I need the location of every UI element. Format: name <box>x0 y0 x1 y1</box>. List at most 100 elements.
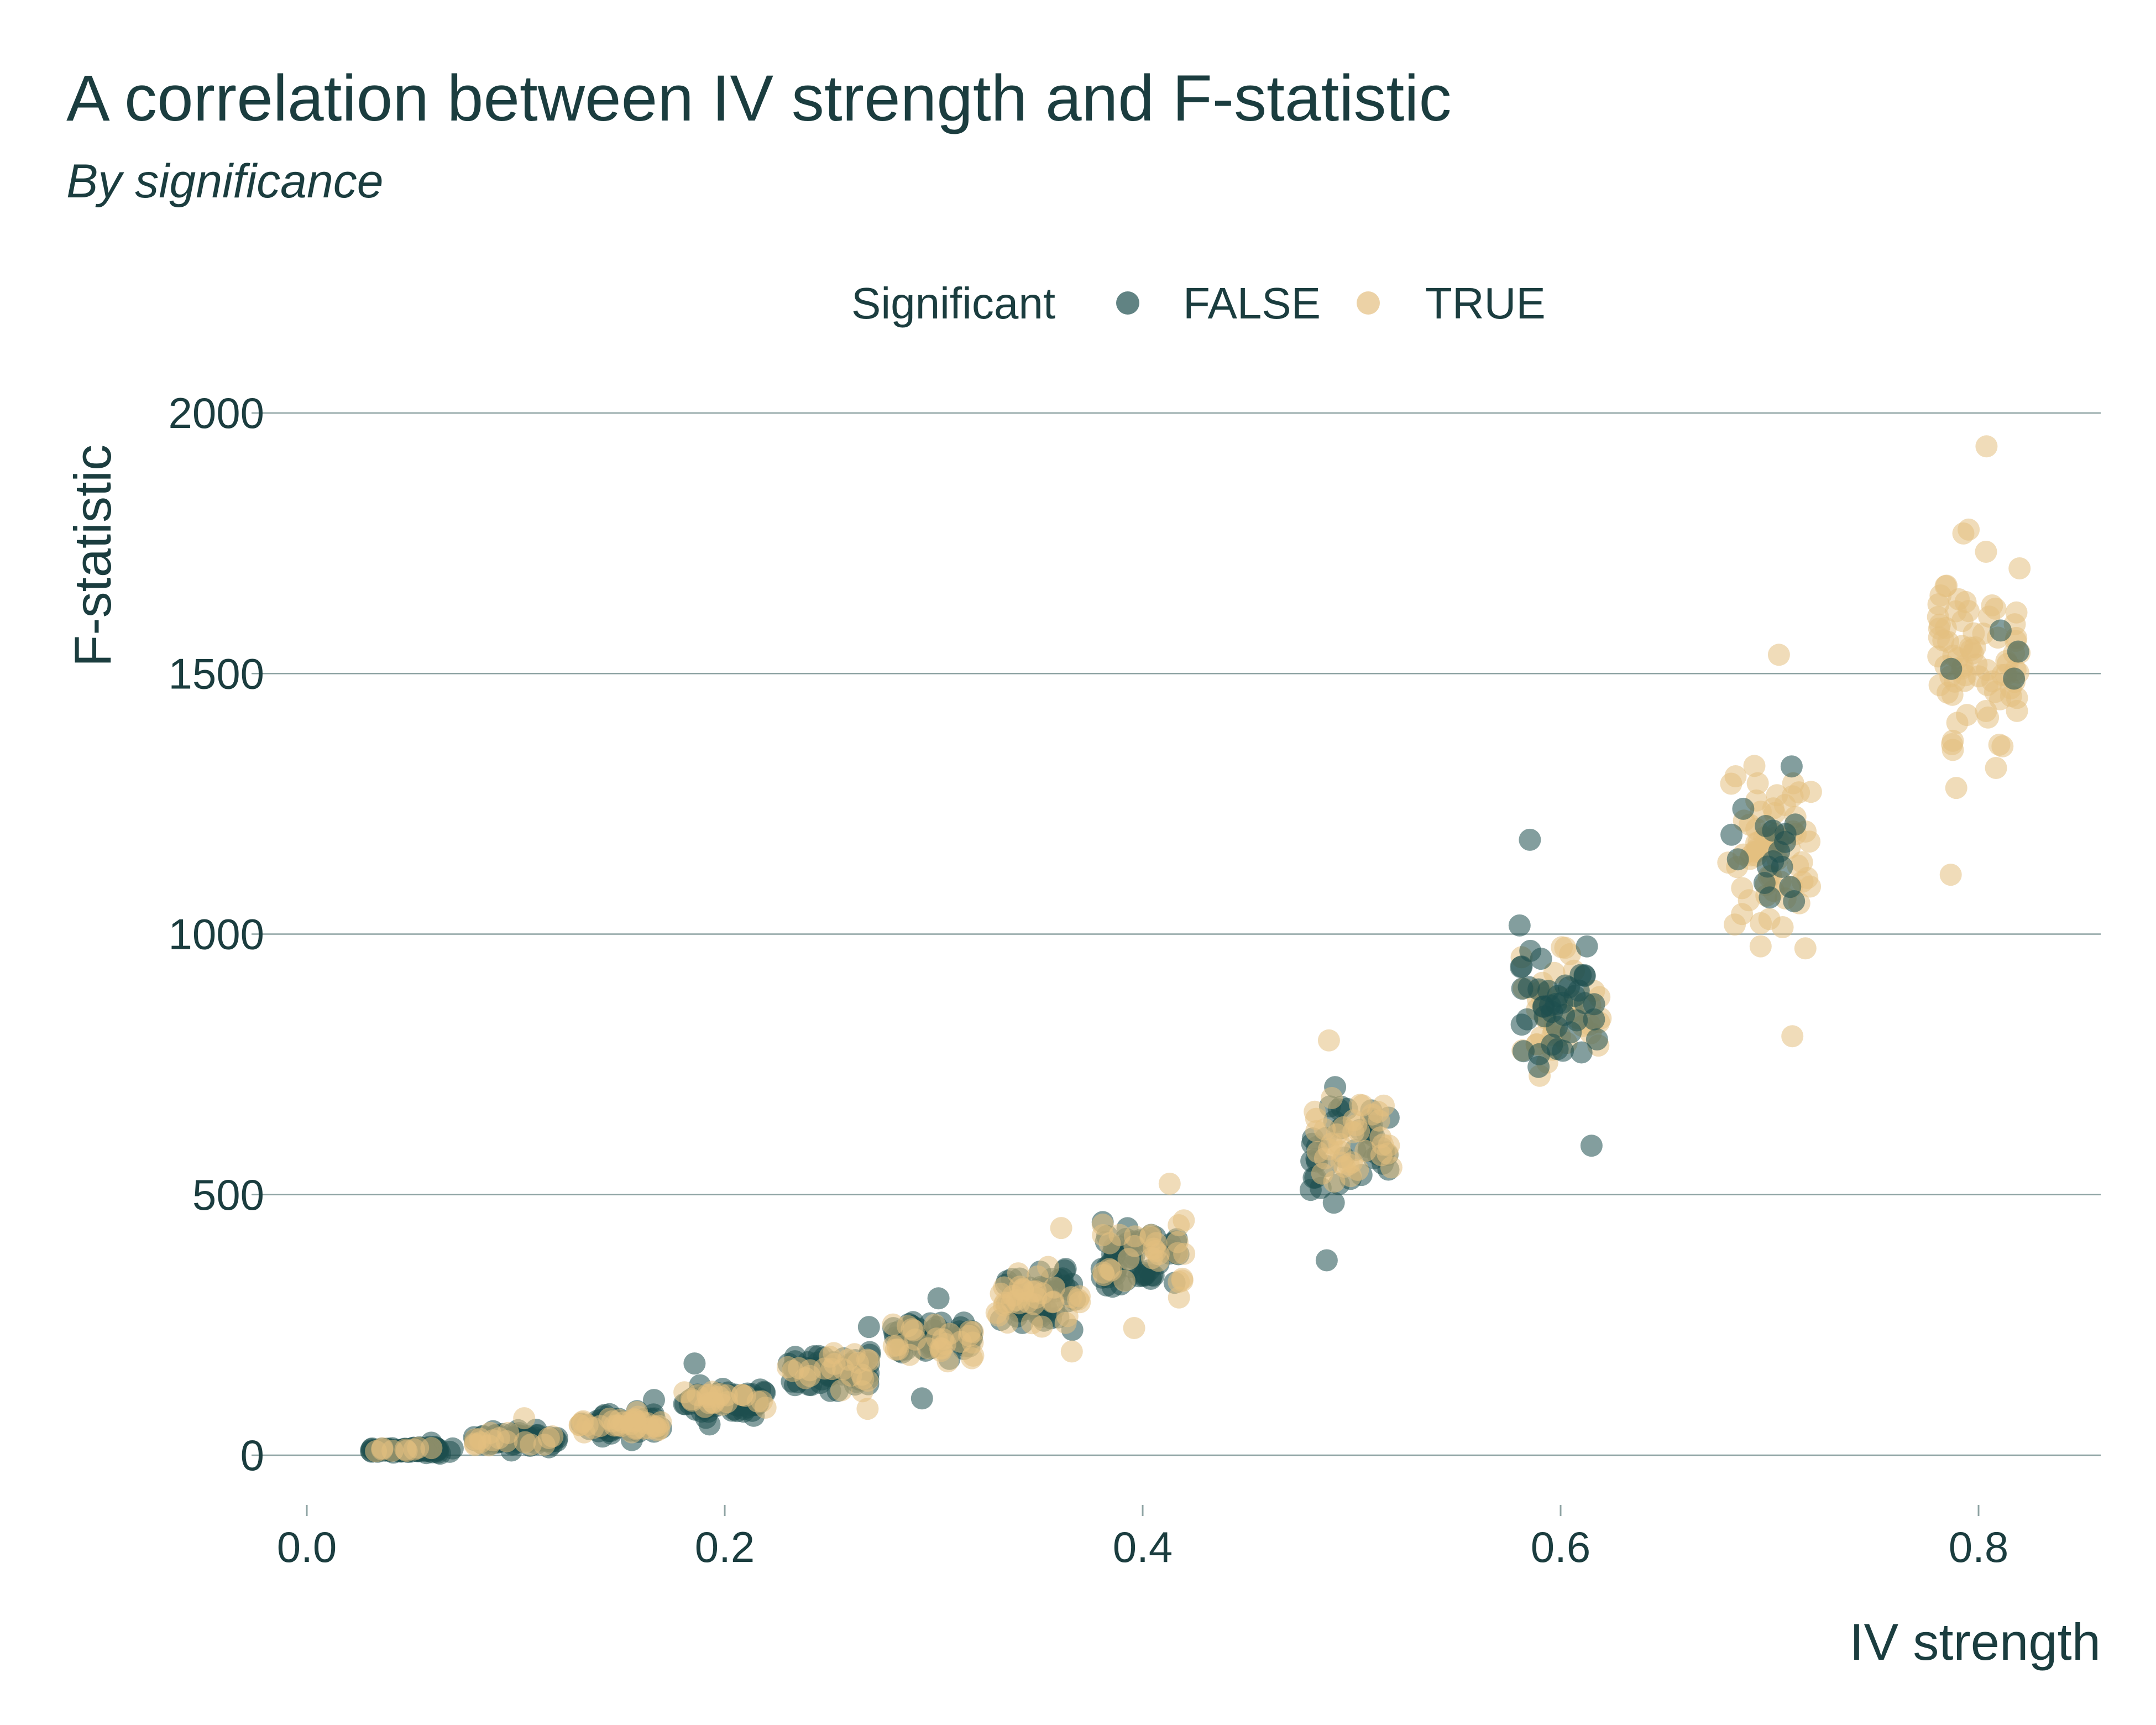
point-significant-true <box>1373 1094 1395 1117</box>
point-significant-false <box>1779 876 1802 898</box>
x-tick-label: 0.0 <box>277 1523 337 1571</box>
point-significant-true <box>365 1440 388 1462</box>
point-significant-false <box>1510 1013 1533 1036</box>
point-significant-true <box>576 1414 599 1436</box>
point-significant-true <box>1975 541 1997 563</box>
point-significant-true <box>1043 1276 1066 1299</box>
point-significant-true <box>830 1379 852 1402</box>
point-significant-true <box>901 1318 923 1341</box>
point-significant-true <box>856 1398 879 1420</box>
point-significant-true <box>1342 1121 1365 1143</box>
point-significant-true <box>1347 1159 1369 1181</box>
legend-title: Significant <box>851 279 1055 328</box>
point-significant-false <box>1528 1043 1551 1065</box>
y-tick-label: 1000 <box>168 910 264 959</box>
point-significant-true <box>1143 1237 1165 1260</box>
y-tick-label: 500 <box>192 1170 264 1219</box>
point-significant-true <box>1945 777 1967 799</box>
point-significant-true <box>1758 908 1781 931</box>
point-significant-true <box>1030 1315 1053 1338</box>
point-significant-true <box>1377 1142 1399 1165</box>
point-significant-false <box>2003 667 2026 690</box>
point-significant-false <box>1519 828 1541 851</box>
point-significant-true <box>1977 706 2000 729</box>
point-significant-true <box>1092 1224 1114 1246</box>
point-significant-true <box>1985 757 2007 779</box>
point-significant-true <box>403 1438 426 1461</box>
point-significant-false <box>1569 964 1592 986</box>
point-significant-true <box>1975 435 1998 458</box>
y-tick-label: 0 <box>240 1431 264 1480</box>
x-tick-label: 0.4 <box>1113 1523 1173 1571</box>
point-significant-true <box>1171 1267 1194 1290</box>
point-significant-false <box>1508 914 1531 937</box>
point-significant-true <box>1934 616 1957 639</box>
point-significant-false <box>1732 797 1755 820</box>
point-significant-true <box>381 1439 404 1462</box>
point-significant-true <box>1050 1217 1072 1240</box>
point-significant-true <box>1743 755 1766 777</box>
legend-marker-true <box>1357 291 1380 315</box>
point-significant-true <box>1123 1317 1145 1339</box>
point-significant-true <box>960 1347 983 1369</box>
point-significant-true <box>1954 590 1977 613</box>
point-significant-true <box>1988 734 2011 756</box>
y-axis-title: F-statistic <box>64 445 122 667</box>
point-significant-false <box>1989 619 2012 642</box>
point-significant-true <box>1720 772 1742 795</box>
point-significant-true <box>1054 1311 1077 1334</box>
y-tick-label: 2000 <box>168 389 264 437</box>
point-significant-true <box>1025 1287 1048 1309</box>
point-significant-false <box>1762 850 1785 872</box>
point-significant-false <box>1583 1008 1605 1031</box>
legend-marker-false <box>1116 291 1139 315</box>
point-significant-false <box>1580 1135 1603 1157</box>
x-tick-label: 0.6 <box>1531 1523 1590 1571</box>
point-significant-false <box>1940 657 1963 680</box>
point-significant-true <box>1934 575 1957 598</box>
point-significant-true <box>482 1429 504 1452</box>
point-significant-true <box>1317 1029 1340 1052</box>
point-significant-true <box>754 1397 777 1419</box>
point-significant-false <box>1576 935 1598 958</box>
point-significant-true <box>1306 1141 1329 1163</box>
point-significant-false <box>643 1389 665 1412</box>
point-significant-true <box>1956 704 1978 726</box>
point-significant-true <box>1927 593 1950 615</box>
point-significant-true <box>1984 597 2007 620</box>
point-significant-true <box>819 1345 841 1368</box>
point-significant-true <box>541 1425 564 1447</box>
point-significant-true <box>1329 1140 1352 1163</box>
point-significant-true <box>1321 1087 1343 1109</box>
point-significant-true <box>731 1384 753 1407</box>
point-significant-true <box>514 1431 536 1454</box>
point-significant-false <box>1552 1039 1574 1062</box>
point-significant-true <box>885 1339 907 1361</box>
point-significant-true <box>939 1322 961 1345</box>
point-significant-false <box>1585 1028 1608 1050</box>
x-axis-title: IV strength <box>1849 1613 2101 1671</box>
point-significant-false <box>1510 956 1532 979</box>
point-significant-true <box>1168 1214 1190 1236</box>
point-significant-false <box>1570 1041 1593 1064</box>
point-significant-false <box>1315 1249 1338 1272</box>
point-significant-true <box>1060 1286 1082 1309</box>
chart-title: A correlation between IV strength and F-… <box>66 62 1451 135</box>
point-significant-true <box>1972 623 1995 645</box>
x-tick-label: 0.2 <box>695 1523 755 1571</box>
point-significant-true <box>1746 772 1769 794</box>
legend-label-false: FALSE <box>1183 279 1321 328</box>
x-tick-label: 0.8 <box>1949 1523 2008 1571</box>
point-significant-true <box>513 1407 536 1430</box>
point-significant-true <box>1738 889 1760 912</box>
point-significant-true <box>1941 733 1963 755</box>
point-significant-false <box>1517 976 1540 999</box>
point-significant-true <box>681 1389 704 1412</box>
point-significant-true <box>1794 937 1817 960</box>
point-significant-true <box>1009 1276 1031 1298</box>
point-significant-true <box>1782 772 1804 794</box>
point-significant-false <box>1720 823 1743 846</box>
point-significant-true <box>1166 1231 1189 1253</box>
point-significant-false <box>1547 985 1569 1007</box>
